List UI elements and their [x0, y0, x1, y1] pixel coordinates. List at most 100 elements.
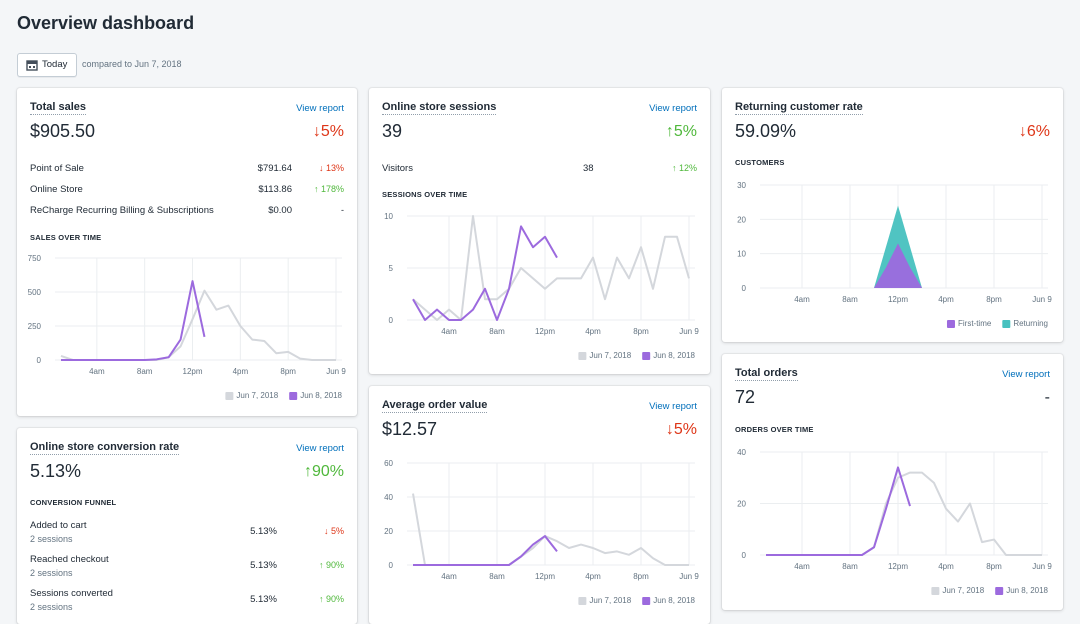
button-label: Today — [42, 59, 68, 70]
x-tick-label: 4am — [794, 295, 810, 304]
line — [60, 289, 337, 361]
legend-label: First-time — [958, 319, 992, 328]
chart: 0 20 40 60 4am 8am 12pm 4pm 8pm Jun 9 Jun 8, 2018 J… — [384, 459, 699, 605]
area — [766, 205, 1042, 288]
page-title: Overview dashboard — [17, 13, 195, 33]
section-heading: ORDERS OVER TIME — [735, 425, 814, 434]
card-value: $12.57 — [382, 419, 438, 439]
x-tick-label: 8pm — [986, 562, 1002, 571]
legend-label: Jun 8, 2018 — [653, 351, 695, 360]
chart: 0 10 20 30 4am 8am 12pm 4pm 8pm Jun 9 Returning Fir… — [737, 181, 1052, 328]
funnel-change: ↑ 90% — [318, 594, 344, 604]
card: Returning customer rate 59.09% ↓6% CUSTOMER… — [722, 88, 1063, 342]
row-label: ReCharge Recurring Billing & Subscriptio… — [30, 205, 214, 216]
x-tick-label: 12pm — [535, 572, 555, 581]
card-title: Total sales — [30, 101, 87, 115]
x-tick-label: 8pm — [280, 367, 296, 376]
view-report-link[interactable]: View report — [1002, 369, 1050, 380]
legend-label: Jun 8, 2018 — [653, 596, 695, 605]
section-heading: CUSTOMERS — [735, 158, 785, 167]
calendar-icon — [26, 60, 38, 71]
x-tick-label: 4am — [441, 327, 457, 336]
x-tick-label: 4pm — [233, 367, 249, 376]
funnel-value: 5.13% — [250, 560, 277, 571]
funnel-value: 5.13% — [250, 594, 277, 605]
row-change: ↓ 13% — [318, 163, 344, 173]
compare-text: compared to Jun 7, 2018 — [82, 59, 182, 69]
row-change: - — [341, 205, 344, 215]
x-tick-label: 12pm — [888, 562, 908, 571]
y-tick-label: 30 — [737, 181, 746, 190]
y-tick-label: 0 — [742, 551, 747, 560]
legend-swatch — [578, 597, 587, 605]
x-tick-label: Jun 9 — [326, 367, 346, 376]
card-value: 59.09% — [735, 121, 797, 141]
line — [766, 466, 911, 556]
area — [766, 243, 1042, 288]
x-tick-label: 8pm — [986, 295, 1002, 304]
view-report-link[interactable]: View report — [649, 401, 697, 412]
legend-swatch — [642, 352, 651, 360]
y-tick-label: 40 — [384, 493, 393, 502]
view-report-link[interactable]: View report — [649, 103, 697, 114]
card-title: Total orders — [735, 367, 798, 381]
section-heading: SALES OVER TIME — [30, 233, 102, 242]
card-change: ↑5% — [665, 123, 697, 140]
legend-swatch — [578, 352, 587, 360]
row-value: $791.64 — [257, 163, 292, 174]
y-tick-label: 20 — [737, 500, 746, 509]
y-tick-label: 40 — [737, 448, 746, 457]
x-tick-label: 4am — [794, 562, 810, 571]
card-value: 72 — [735, 387, 756, 407]
row-value: $0.00 — [268, 205, 292, 216]
funnel-change: ↑ 90% — [318, 560, 344, 570]
funnel-change: ↓ 5% — [323, 526, 344, 536]
x-tick-label: 12pm — [535, 327, 555, 336]
funnel-label: Reached checkout — [30, 554, 109, 565]
row-value: 38 — [583, 163, 594, 174]
view-report-link[interactable]: View report — [296, 103, 344, 114]
x-tick-label: 8pm — [633, 327, 649, 336]
x-tick-label: 4pm — [938, 562, 954, 571]
legend-swatch — [931, 587, 940, 595]
date-button[interactable]: Today — [17, 53, 77, 77]
card-change: ↓5% — [312, 123, 344, 140]
y-tick-label: 10 — [384, 212, 393, 221]
row-change: ↑ 12% — [671, 163, 697, 173]
funnel-label: Added to cart — [30, 520, 87, 531]
y-tick-label: 20 — [737, 215, 746, 224]
view-report-link[interactable]: View report — [296, 443, 344, 454]
legend-swatch — [1002, 320, 1011, 328]
legend-swatch — [995, 587, 1004, 595]
line — [412, 493, 689, 566]
section-heading: SESSIONS OVER TIME — [382, 190, 468, 199]
card: Average order value View report $12.57 ↓5% 0… — [369, 386, 710, 624]
y-tick-label: 10 — [737, 250, 746, 259]
funnel-value: 5.13% — [250, 526, 277, 537]
x-tick-label: 8am — [489, 572, 505, 581]
card-change: ↓6% — [1018, 123, 1050, 140]
y-tick-label: 0 — [37, 356, 42, 365]
card: Online store conversion rate View report 5… — [17, 428, 357, 624]
x-tick-label: Jun 9 — [679, 327, 699, 336]
card: Total orders View report 72 - ORDERS OVER TI… — [722, 354, 1063, 610]
funnel-sub: 2 sessions — [30, 568, 73, 578]
x-tick-label: 8am — [137, 367, 153, 376]
y-tick-label: 60 — [384, 459, 393, 468]
chart: 0 250 500 750 4am 8am 12pm 4pm 8pm Jun 9 Jun 8, 20… — [28, 254, 346, 400]
chart: 0 20 40 4am 8am 12pm 4pm 8pm Jun 9 Jun 8, 2018 Jun… — [737, 448, 1052, 595]
x-tick-label: Jun 9 — [1032, 562, 1052, 571]
x-tick-label: 4pm — [585, 572, 601, 581]
y-tick-label: 5 — [389, 264, 394, 273]
line — [413, 535, 558, 566]
card-title: Online store conversion rate — [30, 441, 180, 455]
y-tick-label: 250 — [28, 322, 42, 331]
x-tick-label: 12pm — [888, 295, 908, 304]
row-label: Point of Sale — [30, 163, 84, 174]
x-tick-label: 8pm — [633, 572, 649, 581]
card-title: Returning customer rate — [735, 101, 863, 115]
x-tick-label: 8am — [489, 327, 505, 336]
funnel-sub: 2 sessions — [30, 602, 73, 612]
legend-label: Jun 7, 2018 — [942, 586, 984, 595]
x-tick-label: 4pm — [938, 295, 954, 304]
